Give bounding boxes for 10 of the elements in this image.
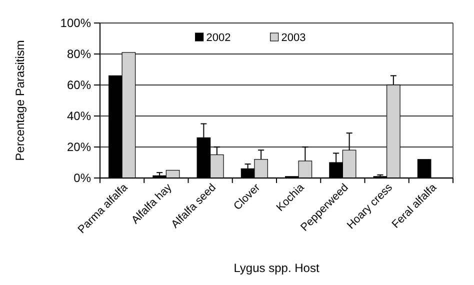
y-tick-label: 0% [74, 170, 92, 185]
y-tick-label: 80% [66, 46, 92, 61]
y-tick-label: 40% [66, 108, 92, 123]
legend-label: 2002 [206, 32, 231, 44]
y-tick-label: 60% [66, 78, 92, 92]
x-axis-title: Lygus spp. Host [234, 261, 320, 275]
y-axis-title: Percentage Parasitism [13, 40, 27, 161]
y-tick-label: 100% [60, 16, 92, 30]
y-tick-label: 20% [66, 140, 92, 154]
legend-label: 2003 [281, 32, 306, 44]
